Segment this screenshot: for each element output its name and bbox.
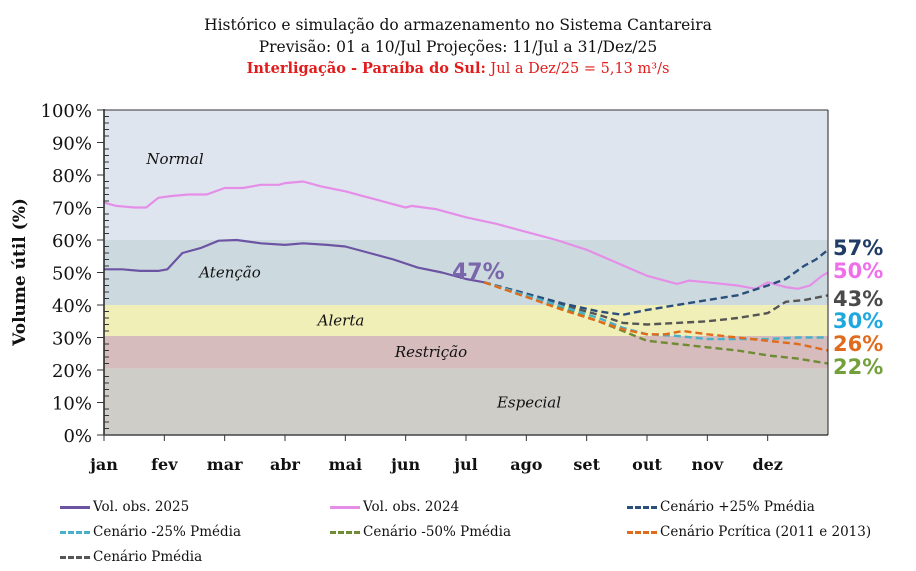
- x-tick-label: mai: [329, 455, 362, 474]
- legend-label: Vol. obs. 2024: [363, 499, 460, 515]
- y-tick-label: 0%: [63, 426, 92, 447]
- zone-band-3: [104, 240, 828, 305]
- x-tick-label: jun: [389, 455, 420, 474]
- y-tick-label: 90%: [52, 134, 92, 155]
- x-tick-label: mar: [207, 455, 243, 474]
- y-tick-label: 50%: [52, 264, 92, 285]
- series-line: [483, 281, 829, 365]
- legend-label: Cenário Pcrítica (2011 e 2013): [660, 524, 872, 540]
- legend-item: Cenário -25% Pmédia: [60, 524, 241, 540]
- chart-plot: Especial Restrição Alerta Atenção Normal 0% 1…: [10, 101, 883, 474]
- legend-swatch: [60, 505, 90, 509]
- legend-swatch: [627, 505, 657, 509]
- zone-band-1: [104, 335, 828, 369]
- legend-swatch: [330, 530, 360, 534]
- zone-label: Alerta: [316, 312, 365, 330]
- y-tick-label: 60%: [52, 231, 92, 252]
- y-tick-label: 80%: [52, 166, 92, 187]
- legend-item: Vol. obs. 2025: [60, 499, 189, 515]
- legend-item: Cenário Pcrítica (2011 e 2013): [627, 524, 871, 540]
- chart-note-rest: Jul a Dez/25 = 5,13 m³/s: [490, 61, 670, 77]
- legend-swatch: [330, 505, 360, 509]
- zone-label: Normal: [145, 150, 203, 168]
- zone-label: Especial: [496, 394, 561, 412]
- y-tick-label: 70%: [52, 199, 92, 220]
- end-labels: 57%50% 43%30%26%22%: [833, 236, 883, 379]
- legend-label: Cenário -50% Pmédia: [363, 524, 511, 540]
- x-tick-label: out: [632, 455, 662, 474]
- y-tick-label: 30%: [52, 329, 92, 350]
- x-tick-label: set: [573, 455, 600, 474]
- chart-note-bold: Interligação - Paraíba do Sul:: [246, 60, 486, 77]
- end-value-label: 22%: [833, 355, 883, 379]
- y-tick-label: 100%: [41, 101, 92, 122]
- legend-swatch: [60, 555, 90, 559]
- series-line: [104, 238, 485, 284]
- axes: 0% 10% 20% 30% 40% 50% 60% 70% 80% 90% 100% jan fev m…: [41, 101, 829, 474]
- end-value-label: 57%: [833, 236, 883, 260]
- x-tick-label: fev: [151, 455, 178, 474]
- series-line: [483, 281, 829, 352]
- x-tick-label: ago: [510, 455, 543, 474]
- series-line: [483, 281, 829, 326]
- y-tick-label: 40%: [52, 296, 92, 317]
- series-lines: [103, 180, 829, 365]
- zone-band-0: [104, 368, 828, 435]
- end-value-label: 26%: [833, 332, 883, 356]
- current-value-annotation: 47%: [452, 260, 505, 285]
- chart-note: Interligação - Paraíba do Sul: Jul a Dez…: [0, 60, 916, 77]
- series-line: [483, 248, 829, 316]
- x-tick-label: jul: [452, 455, 478, 474]
- chart-subtitle: Previsão: 01 a 10/Jul Projeções: 11/Jul …: [258, 38, 658, 56]
- legend-item: Cenário Pmédia: [60, 549, 202, 565]
- y-tick-label: 20%: [52, 361, 92, 382]
- legend-label: Vol. obs. 2025: [93, 499, 190, 515]
- end-value-label: 30%: [833, 309, 883, 333]
- y-tick-label: 10%: [52, 394, 92, 415]
- x-tick-label: dez: [752, 455, 782, 474]
- zone-band-4: [104, 110, 828, 240]
- zone-band-2: [104, 305, 828, 336]
- series-line: [483, 281, 828, 341]
- y-axis-label: Volume útil (%): [10, 198, 30, 347]
- end-value-label: 50%: [833, 259, 883, 283]
- chart-title: Histórico e simulação do armazenamento n…: [204, 16, 712, 34]
- legend-item: Vol. obs. 2024: [330, 499, 459, 515]
- zone-bands: [104, 110, 828, 435]
- legend-label: Cenário Pmédia: [93, 549, 203, 565]
- zone-label: Atenção: [197, 264, 261, 282]
- legend-label: Cenário +25% Pmédia: [660, 499, 815, 515]
- series-line: [103, 180, 829, 290]
- legend-swatch: [60, 530, 90, 534]
- x-tick-label: abr: [270, 455, 301, 474]
- zone-label: Restrição: [394, 343, 467, 361]
- legend-swatch: [627, 530, 657, 534]
- legend-label: Cenário -25% Pmédia: [93, 524, 241, 540]
- end-value-label: 43%: [833, 287, 883, 311]
- legend-item: Cenário -50% Pmédia: [330, 524, 511, 540]
- legend-item: Cenário +25% Pmédia: [627, 499, 815, 515]
- zone-labels: Especial Restrição Alerta Atenção Normal: [145, 150, 561, 412]
- x-tick-label: nov: [692, 455, 724, 474]
- x-tick-label: jan: [88, 455, 118, 474]
